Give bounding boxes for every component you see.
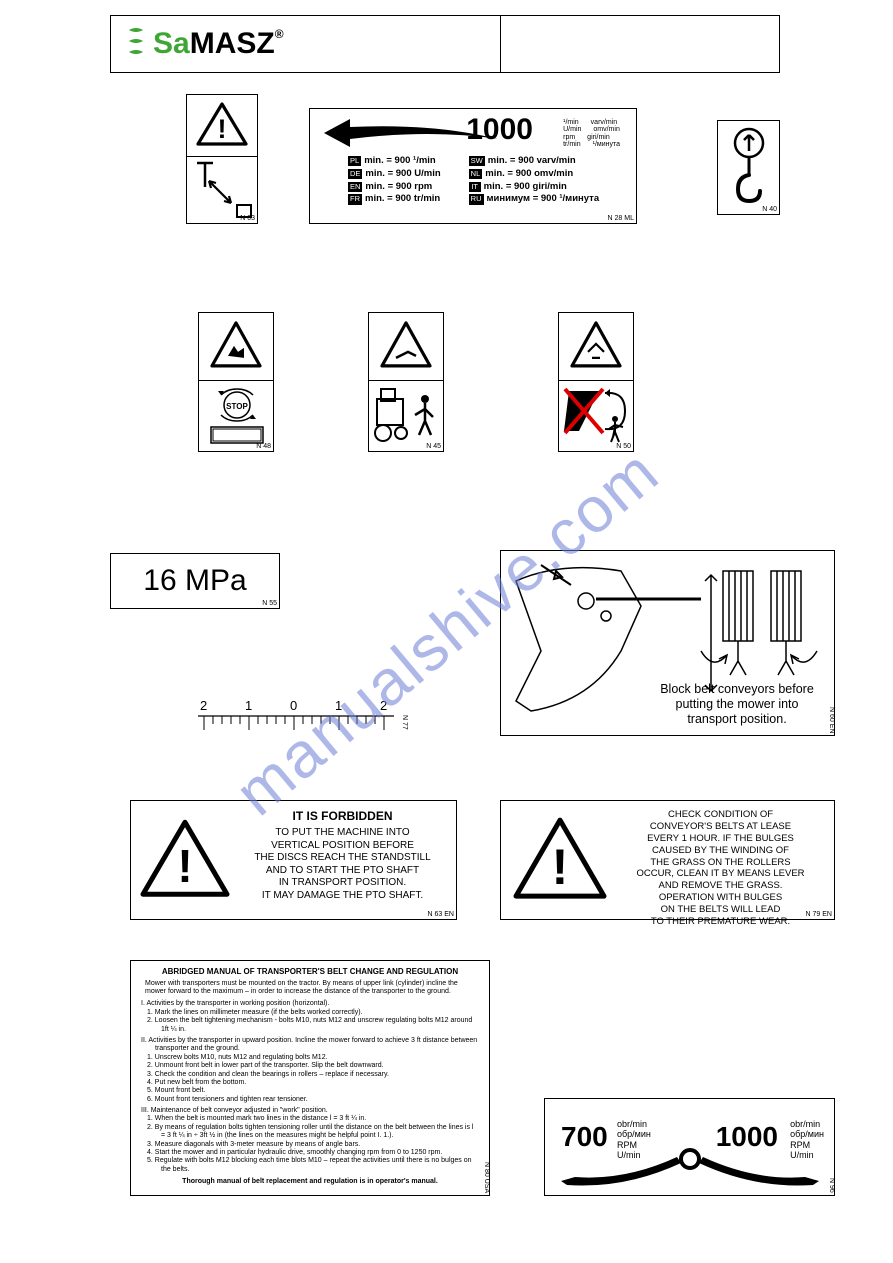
- rpm-row: PLmin. = 900 ¹/min: [348, 155, 441, 168]
- warning-triangle-icon: !: [137, 817, 233, 905]
- rpm-row: ENmin. = 900 rpm: [348, 181, 441, 194]
- sticker-ref: N 55: [262, 600, 277, 607]
- sticker-1000: 1000 ¹/minvarv/min U/minomv/min rpmgiri/…: [309, 108, 637, 224]
- forbidden-body: TO PUT THE MACHINE INTO VERTICAL POSITIO…: [239, 827, 446, 902]
- sticker-ref: N 45: [426, 443, 441, 450]
- sticker-ref: N 80 USA: [482, 1162, 490, 1193]
- warning-triangle-icon: !: [510, 815, 610, 907]
- gauge-arc-icon: [545, 1099, 836, 1197]
- pressure-value: 16 MPa: [143, 564, 246, 598]
- manual-section-head: II. Activities by the transporter in upw…: [141, 1037, 479, 1054]
- no-reach-rotating-icon: [559, 381, 635, 449]
- rpm-row: SWmin. = 900 varv/min: [469, 155, 599, 168]
- manual-item: 2. Unmount front belt in lower part of t…: [141, 1062, 479, 1070]
- sticker-n63: ! IT IS FORBIDDEN TO PUT THE MACHINE INT…: [130, 800, 457, 920]
- manual-item: 2. By means of regulation bolts tighten …: [141, 1124, 479, 1141]
- sticker-ref: N 79 EN: [806, 911, 832, 918]
- header-right-cell: [501, 16, 779, 72]
- sticker-n60: Block belt conveyors before putting the …: [500, 550, 835, 736]
- rpm-row: ITmin. = 900 giri/min: [469, 181, 599, 194]
- manual-item: 1. Unscrew bolts M10, nuts M12 and regul…: [141, 1054, 479, 1062]
- sticker-n79: ! CHECK CONDITION OF CONVEYOR'S BELTS AT…: [500, 800, 835, 920]
- logo-text: SaMASZ®: [153, 27, 284, 61]
- manual-item: 4. Put new belt from the bottom.: [141, 1079, 479, 1087]
- svg-text:!: !: [177, 841, 192, 893]
- unit-column: ¹/minvarv/min U/minomv/min rpmgiri/min t…: [563, 119, 620, 148]
- sticker-n03: ! N 03: [186, 94, 258, 224]
- manual-item: 3. Check the condition and clean the bea…: [141, 1071, 479, 1079]
- rpm-row: DEmin. = 900 U/min: [348, 168, 441, 181]
- manual-intro: Mower with transporters must be mounted …: [141, 980, 479, 997]
- warning-triangle-icon: !: [194, 100, 250, 150]
- sticker-ref: N 60 EN: [828, 707, 835, 733]
- ruler-ticks-icon: [198, 714, 398, 744]
- warning-crush-icon: [206, 317, 266, 373]
- warning-pinch-icon: [376, 317, 436, 373]
- manual-item: 4. Start the mower and in particular hyd…: [141, 1149, 479, 1157]
- sticker-ref: N 48: [256, 443, 271, 450]
- check-body: CHECK CONDITION OF CONVEYOR'S BELTS AT L…: [619, 801, 834, 919]
- warning-entangle-icon: [566, 317, 626, 373]
- rpm-row: NLmin. = 900 omv/min: [469, 168, 599, 181]
- sticker-ref: N 96: [828, 1178, 835, 1193]
- sticker-n50: N 50: [558, 312, 634, 452]
- rpm-row: RUминимум = 900 ¹/минута: [469, 193, 599, 206]
- manual-item: 6. Mount front tensioners and tighten re…: [141, 1096, 479, 1104]
- sticker-gauge: 700 obr/min обр/мин RPM U/min 1000 obr/m…: [544, 1098, 835, 1196]
- page-header: SaMASZ®: [110, 15, 780, 73]
- tractor-person-icon: [369, 381, 445, 449]
- sticker-manual: ABRIDGED MANUAL OF TRANSPORTER'S BELT CH…: [130, 960, 490, 1196]
- ruler-scale: 2 1 0 1 2 N 77: [198, 698, 398, 744]
- manual-item: 5. Mount front belt.: [141, 1087, 479, 1095]
- sticker-ref: N 77: [401, 715, 408, 730]
- sticker-ref: N 50: [616, 443, 631, 450]
- manual-body: I. Activities by the transporter in work…: [141, 1000, 479, 1174]
- sticker-ref: N 63 EN: [428, 911, 454, 918]
- stop-rotation-icon: STOP: [199, 381, 275, 449]
- sticker-n48: STOP N 48: [198, 312, 274, 452]
- svg-text:STOP: STOP: [226, 402, 248, 411]
- sticker-ref: N 03: [240, 215, 255, 222]
- rpm-row: FRmin. = 900 tr/min: [348, 193, 441, 206]
- svg-text:!: !: [552, 840, 569, 896]
- rpm-grid: PLmin. = 900 ¹/min DEmin. = 900 U/min EN…: [348, 155, 622, 206]
- manual-footer: Thorough manual of belt replacement and …: [141, 1178, 479, 1186]
- sticker-16mpa: 16 MPa N 55: [110, 553, 280, 609]
- logo-cell: SaMASZ®: [111, 16, 501, 72]
- conveyor-instruction: Block belt conveyors before putting the …: [652, 682, 822, 727]
- sticker-ref: N 40: [762, 206, 777, 213]
- manual-item: 3. Measure diagonals with 3-meter measur…: [141, 1141, 479, 1149]
- manual-item: 1. When the belt is mounted mark two lin…: [141, 1115, 479, 1123]
- sticker-ref: N 28 ML: [608, 215, 634, 222]
- hook-arrow-icon: [718, 121, 781, 211]
- rpm-1000: 1000: [466, 113, 533, 147]
- forbidden-title: IT IS FORBIDDEN: [239, 809, 446, 823]
- svg-text:!: !: [218, 114, 227, 144]
- manual-section-head: I. Activities by the transporter in work…: [141, 1000, 479, 1008]
- manual-section-head: III. Maintenance of belt conveyor adjust…: [141, 1107, 479, 1115]
- manual-item: 2. Loosen the belt tightening mechanism …: [141, 1017, 479, 1034]
- sticker-n45: N 45: [368, 312, 444, 452]
- manual-item: 5. Regulate with bolts M12 blocking each…: [141, 1157, 479, 1174]
- manual-title: ABRIDGED MANUAL OF TRANSPORTER'S BELT CH…: [141, 967, 479, 977]
- manual-item: 1. Mark the lines on millimeter measure …: [141, 1009, 479, 1017]
- logo-mark-icon: [125, 26, 147, 63]
- distance-arrows-icon: [187, 157, 259, 222]
- sticker-n40: N 40: [717, 120, 780, 215]
